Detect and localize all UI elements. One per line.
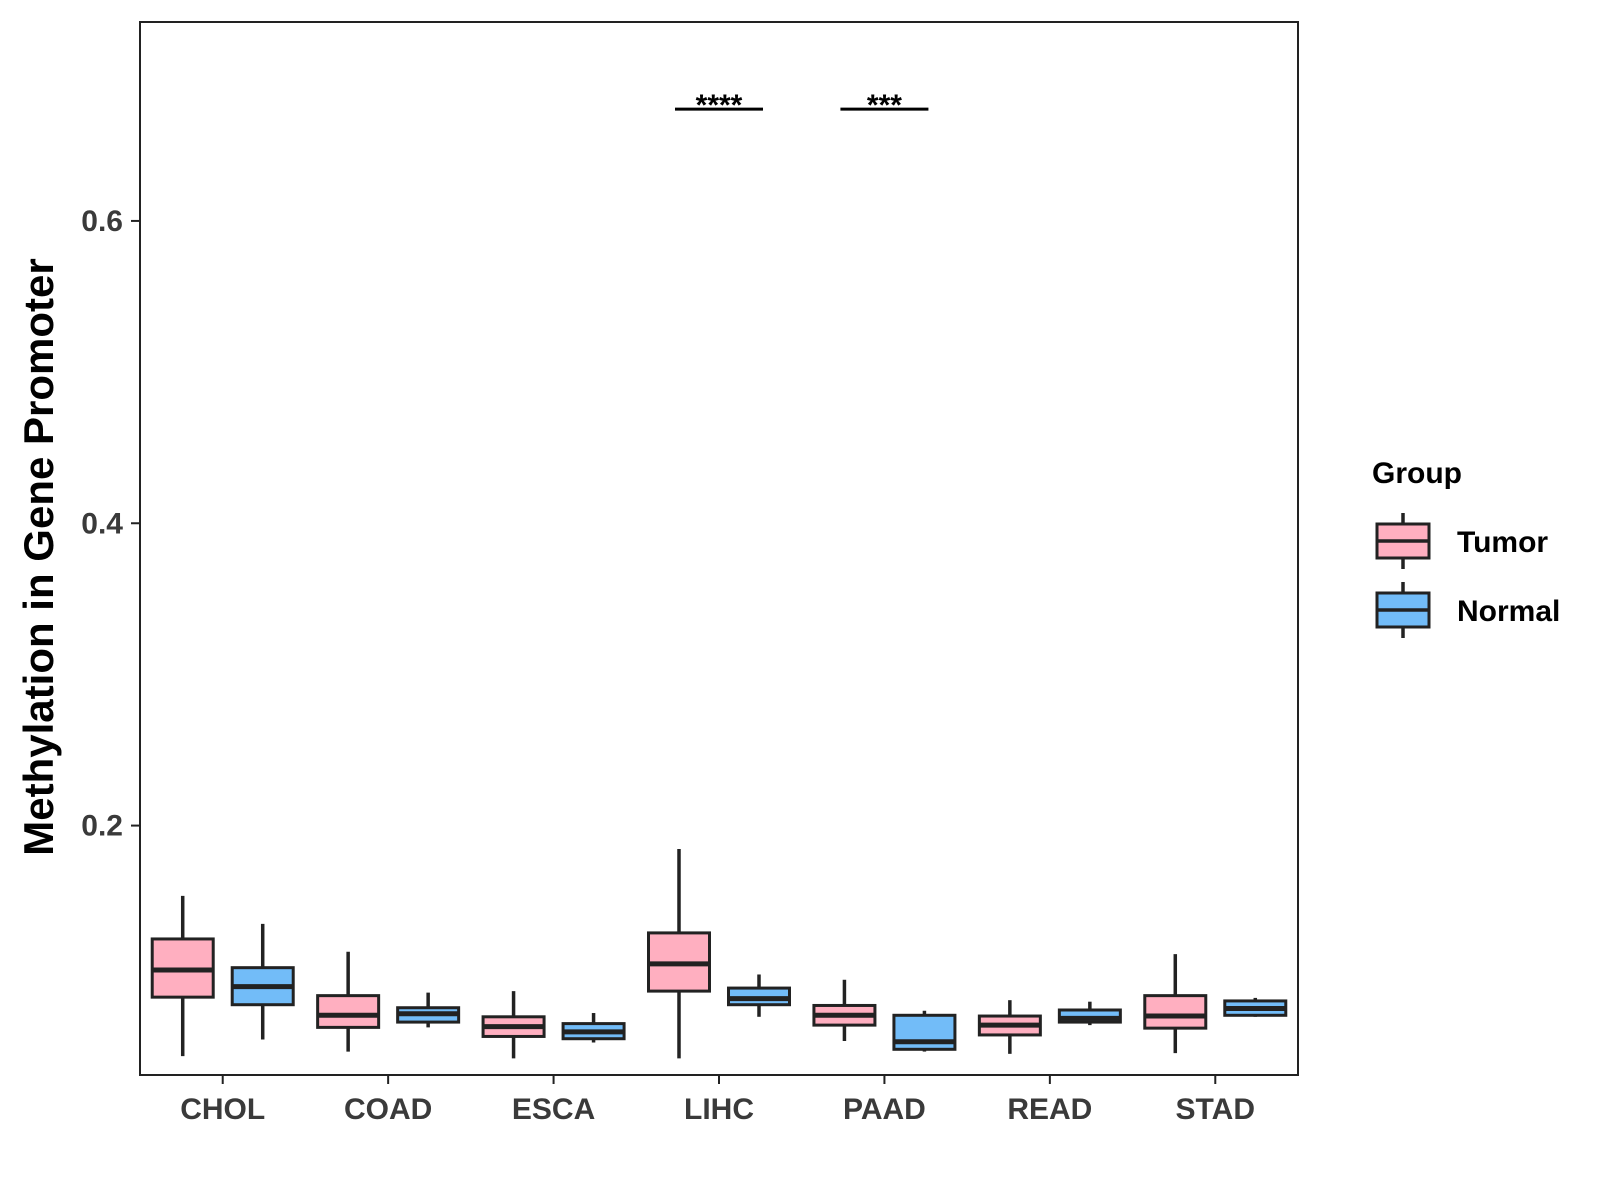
x-tick-label: CHOL [180, 1093, 265, 1126]
significance-annotations: **** *** [675, 89, 929, 122]
panel-border [139, 21, 1299, 1076]
box-tumor-read [977, 1000, 1042, 1054]
y-tick-label: 0.4 [81, 507, 123, 540]
legend-item-normal: Normal [1375, 582, 1560, 638]
x-axis: CHOL COAD ESCA LIHC PAAD READ STAD [180, 1075, 1255, 1126]
box-series [150, 849, 1288, 1059]
y-axis: 0.2 0.4 0.6 [81, 205, 140, 843]
box-normal-lihc [727, 974, 791, 1017]
box-tumor-esca [481, 991, 546, 1059]
box-normal-chol [230, 923, 295, 1040]
x-tick-label: ESCA [512, 1093, 595, 1126]
box-normal-coad [396, 992, 461, 1028]
significance-label: **** [696, 89, 743, 122]
box-tumor-lihc [647, 849, 711, 1059]
x-tick-label: PAAD [843, 1093, 926, 1126]
box-normal-stad [1223, 997, 1288, 1017]
y-axis-title: Methylation in Gene Promoter [15, 258, 62, 855]
legend-title: Group [1372, 457, 1462, 490]
legend-label: Tumor [1457, 526, 1548, 559]
x-tick-label: COAD [344, 1093, 432, 1126]
box-tumor-coad [316, 951, 381, 1052]
box-normal-paad [892, 1010, 957, 1052]
box-tumor-stad [1143, 954, 1208, 1054]
x-tick-label: LIHC [684, 1093, 754, 1126]
legend-item-tumor: Tumor [1375, 513, 1548, 569]
box-tumor-paad [812, 979, 877, 1041]
y-tick-label: 0.2 [81, 810, 123, 843]
plot-panel [139, 21, 1299, 1076]
box-normal-read [1057, 1001, 1122, 1026]
box-tumor-chol [150, 895, 215, 1057]
legend: Group Tumor Normal [1372, 457, 1560, 638]
x-tick-label: READ [1007, 1093, 1092, 1126]
box-normal-esca [561, 1013, 626, 1043]
significance-label: *** [867, 89, 902, 122]
y-tick-label: 0.6 [81, 205, 123, 238]
x-tick-label: STAD [1176, 1093, 1255, 1126]
legend-label: Normal [1457, 595, 1560, 628]
box-body [1143, 994, 1208, 1030]
box-body [316, 994, 381, 1029]
